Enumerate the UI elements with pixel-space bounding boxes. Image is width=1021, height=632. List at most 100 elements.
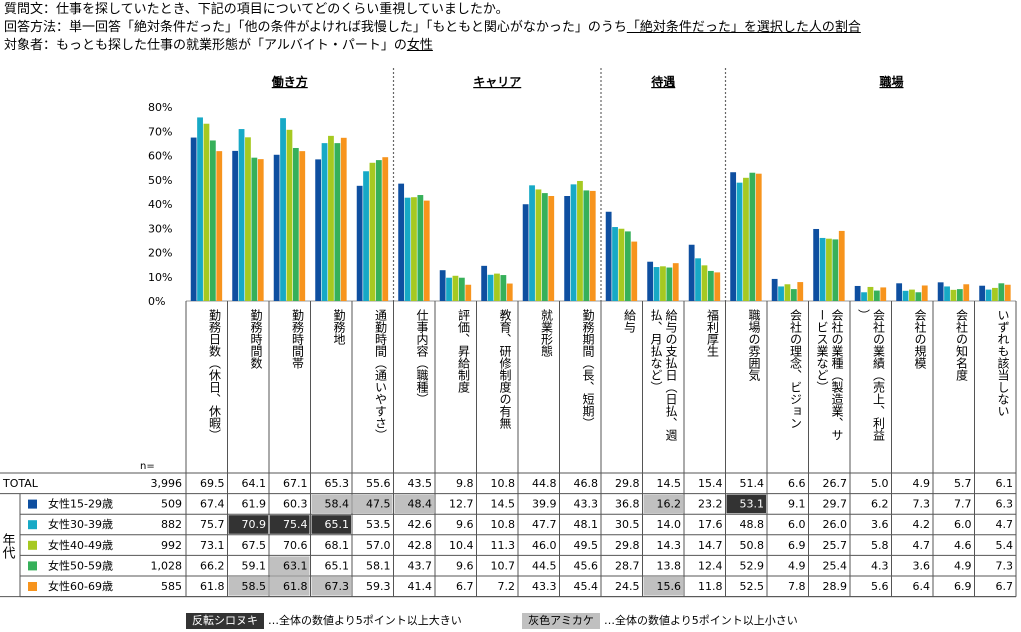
bar: [583, 190, 590, 301]
series-value: 9.6: [456, 559, 474, 572]
series-value: 44.5: [532, 559, 557, 572]
series-value: 70.9: [242, 518, 267, 531]
bar: [299, 151, 306, 301]
category-label: 教育、研修制度の有無: [498, 308, 512, 430]
bar: [605, 211, 612, 301]
bar: [292, 147, 299, 301]
bar: [631, 241, 638, 301]
y-tick-label: 50%: [148, 174, 172, 187]
series-value: 3.6: [871, 518, 889, 531]
bar: [190, 137, 197, 301]
bar: [956, 289, 963, 301]
series-value: 48.4: [408, 498, 433, 511]
bar: [245, 137, 251, 301]
bar: [529, 185, 535, 301]
bar: [465, 284, 472, 301]
bar: [695, 258, 701, 301]
series-value: 58.4: [325, 498, 350, 511]
series-value: 59.3: [366, 580, 391, 593]
total-value: 5.7: [954, 477, 972, 490]
bar: [790, 289, 797, 301]
category-label: 会社の理念、ビジョン: [789, 309, 803, 429]
series-value: 61.8: [283, 580, 308, 593]
bar: [286, 129, 293, 301]
total-value: 67.1: [283, 477, 308, 490]
bar: [589, 190, 596, 301]
series-value: 61.9: [242, 498, 267, 511]
series-value: 6.4: [913, 580, 931, 593]
bar: [707, 270, 714, 301]
y-tick-label: 40%: [148, 198, 172, 211]
total-n: 3,996: [151, 477, 183, 490]
highlight-cell: [353, 494, 393, 514]
bar: [411, 197, 417, 301]
series-value: 67.4: [200, 498, 225, 511]
bar: [506, 283, 513, 301]
total-value: 46.8: [574, 477, 599, 490]
bar: [541, 193, 548, 301]
bar: [452, 275, 459, 301]
category-label: 給与の支払日（日払、週: [664, 309, 678, 441]
bar: [1004, 284, 1011, 301]
total-value: 65.3: [325, 477, 350, 490]
bar: [921, 285, 928, 301]
series-value: 14.5: [491, 498, 516, 511]
total-value: 15.4: [698, 477, 723, 490]
series-value: 25.7: [823, 539, 848, 552]
series-value: 45.4: [574, 580, 599, 593]
category-label: 勤務地: [332, 309, 346, 345]
series-value: 67.3: [325, 580, 350, 593]
bar: [992, 287, 998, 301]
series-value: 43.3: [532, 580, 557, 593]
total-value: 43.5: [408, 477, 433, 490]
series-value: 67.5: [242, 539, 267, 552]
total-value: 14.5: [657, 477, 682, 490]
category-label: 勤務日数（休日、休暇）: [208, 309, 222, 441]
bar: [398, 183, 405, 301]
series-value: 28.9: [823, 580, 848, 593]
bar: [500, 275, 507, 301]
series-value: 10.8: [491, 518, 516, 531]
series-swatch: [28, 582, 37, 591]
bar: [273, 154, 280, 301]
series-n: 509: [161, 498, 182, 511]
series-value: 53.5: [366, 518, 391, 531]
bar: [950, 289, 957, 301]
series-value: 6.0: [954, 518, 972, 531]
legend-reverse-swatch: 反転シロヌキ: [186, 613, 264, 629]
highlight-cell: [726, 494, 766, 514]
series-value: 52.5: [740, 580, 765, 593]
bar: [714, 272, 721, 301]
total-value: 26.7: [823, 477, 848, 490]
bar: [784, 284, 791, 301]
bar: [755, 173, 762, 301]
bar: [861, 292, 867, 301]
bar: [736, 182, 743, 301]
bar: [570, 184, 577, 301]
series-value: 7.3: [913, 498, 931, 511]
total-label: TOTAL: [2, 477, 39, 490]
series-value: 6.0: [788, 518, 806, 531]
y-tick-label: 70%: [148, 125, 172, 138]
answer-method-underlined: 「絶対条件だった」を選択した人の割合: [626, 20, 861, 35]
total-value: 4.9: [913, 477, 931, 490]
answer-method-text: 回答方法：単一回答「絶対条件だった」「他の条件がよければ我慢した」「もともと関心…: [4, 20, 627, 35]
series-value: 4.3: [871, 559, 889, 572]
bar: [216, 151, 223, 301]
bar: [238, 129, 245, 301]
series-value: 14.7: [698, 539, 723, 552]
category-label: 福利厚生: [706, 308, 720, 357]
bar: [819, 237, 826, 301]
n-label: n=: [140, 461, 155, 472]
survey-chart: 0% 10% 20% 30% 40% 50% 60% 70% 80% 働き方 キャリア 待遇 職場勤務日…: [0, 68, 1017, 598]
series-n: 1,028: [151, 559, 183, 572]
legend-gray-swatch: 灰色アミカケ: [522, 613, 600, 629]
series-value: 3.6: [913, 559, 931, 572]
series-value: 36.8: [615, 498, 640, 511]
bar: [647, 261, 654, 301]
category-label: 評価、昇給制度: [457, 308, 471, 393]
total-value: 6.1: [996, 477, 1014, 490]
bar: [446, 277, 452, 301]
series-value: 58.5: [242, 580, 267, 593]
total-value: 55.6: [366, 477, 391, 490]
